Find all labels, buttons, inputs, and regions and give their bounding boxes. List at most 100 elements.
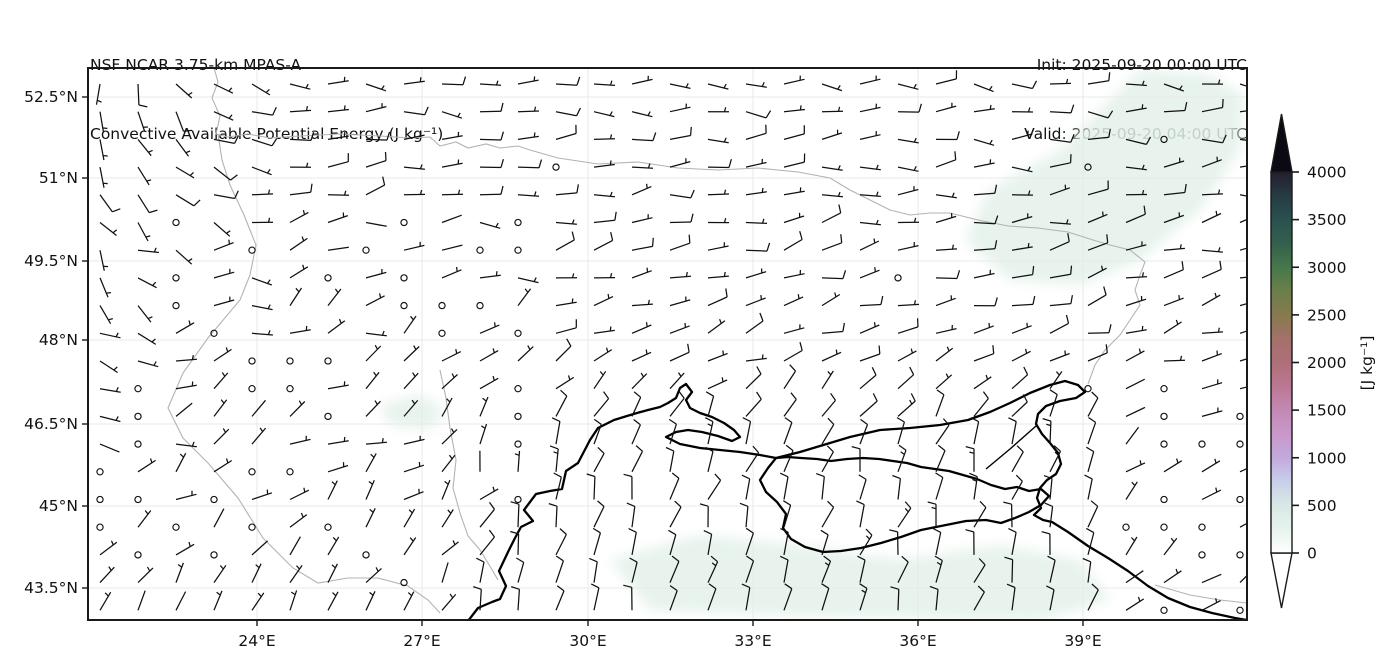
colorbar-canvas: 0 500 1000 1500 2000 2500 3000 3500 4000 [1270, 113, 1346, 609]
cape-shading [380, 70, 1243, 620]
calm-wind-circle [1084, 163, 1092, 171]
calm-wind-circle [134, 495, 142, 504]
calm-wind-circle [96, 468, 104, 476]
calm-wind-circle [1160, 412, 1168, 421]
wind-barb-staffs [95, 78, 1247, 611]
calm-wind-circle [894, 274, 902, 282]
calm-wind-circle [172, 523, 180, 531]
init-time: Init: 2025-09-20 00:00 UTC [1036, 56, 1247, 74]
colorbar-tick-label: 1000 [1307, 449, 1346, 467]
y-axis-tick-label: 51°N [38, 169, 78, 187]
calm-wind-circle [514, 218, 522, 227]
calm-wind-circle [248, 468, 256, 476]
wind-barb-feathers [97, 70, 1227, 603]
colorbar-extend-arrow-bottom [1270, 552, 1293, 609]
country-border-line [167, 133, 441, 614]
x-axis-tick-label: 27°E [403, 632, 441, 650]
coastline [467, 379, 1247, 620]
cape-patch [610, 535, 1110, 620]
coastline-mainland [467, 379, 1247, 620]
y-axis-tick-label: 48°N [38, 331, 78, 349]
x-axis-tick-label: 39°E [1064, 632, 1102, 650]
calm-wind-circle [514, 412, 522, 421]
calm-wind-circle [1122, 523, 1130, 531]
calm-wind-circle [514, 495, 522, 504]
x-axis-tick-label: 24°E [238, 632, 276, 650]
calm-wind-circle [324, 523, 332, 531]
calm-wind-circle [476, 301, 484, 310]
model-title: NSF NCAR 3.75-km MPAS-A [90, 56, 302, 74]
calm-wind-circle [514, 385, 522, 393]
wind-barbs-layer [95, 70, 1247, 614]
calm-wind-circle [286, 385, 294, 393]
axis-ticks [82, 96, 1084, 626]
calm-wind-circle [400, 218, 408, 227]
calm-wind-circle [362, 246, 370, 254]
colorbar-tick-label: 4000 [1307, 164, 1346, 182]
calm-wind-circle [134, 440, 142, 448]
calm-wind-circle [248, 385, 256, 393]
calm-wind-circle [286, 468, 294, 476]
calm-wind-circle [400, 578, 408, 587]
calm-wind-circle [96, 523, 104, 531]
calm-wind-circle [1084, 385, 1092, 393]
colorbar-extend-arrow-top [1270, 113, 1293, 173]
colorbar-tick-label: 2000 [1307, 354, 1346, 372]
calm-wind-circle [134, 385, 142, 393]
calm-wind-circle [1198, 440, 1206, 448]
calm-wind-circle [514, 440, 522, 448]
y-axis-tick-label: 52.5°N [24, 88, 78, 106]
calm-wind-circle [1198, 551, 1206, 559]
calm-wind-circle [134, 551, 142, 559]
country-border-line [1154, 584, 1247, 604]
calm-wind-circle [1236, 606, 1244, 614]
calm-wind-circle [1160, 495, 1168, 504]
map-plot [82, 67, 1248, 626]
calm-wind-circle [210, 551, 218, 559]
colorbar-gradient-bar [1270, 171, 1293, 554]
calm-wind-circle [552, 163, 560, 171]
calm-wind-circle [400, 301, 408, 310]
calm-wind-circle [400, 274, 408, 282]
calm-wind-circle [324, 357, 332, 365]
calm-wind-circle [476, 246, 484, 254]
colorbar-unit-label: [J kg⁻¹] [1358, 335, 1376, 391]
map-content [88, 68, 1247, 620]
country-borders [167, 68, 1247, 614]
calm-wind-circle [324, 274, 332, 282]
calm-wind-circle [1160, 135, 1168, 144]
colorbar-tick-label: 2500 [1307, 306, 1346, 324]
calm-wind-circle [286, 357, 294, 365]
calm-wind-circle [96, 495, 104, 504]
y-axis-tick-label: 49.5°N [24, 252, 78, 270]
y-axis-tick-label: 45°N [38, 497, 78, 515]
calm-wind-circle [438, 301, 446, 310]
calm-wind-circle [1236, 495, 1244, 504]
map-canvas [82, 67, 1248, 626]
calm-wind-circle [1160, 385, 1168, 393]
calm-wind-circle [248, 357, 256, 365]
coastline-crimea [758, 455, 1051, 554]
colorbar-tick-label: 3000 [1307, 259, 1346, 277]
y-axis-tick-label: 46.5°N [24, 415, 78, 433]
calm-wind-circle [514, 246, 522, 254]
title-block: NSF NCAR 3.75-km MPAS-A Convective Avail… [90, 8, 443, 192]
calm-wind-circle [210, 495, 218, 504]
colorbar: 0 500 1000 1500 2000 2500 3000 3500 4000 [1255, 100, 1397, 630]
calm-wind-circle [1236, 551, 1244, 559]
calm-wind-circle [514, 329, 522, 337]
x-axis-tick-label: 33°E [734, 632, 772, 650]
calm-wind-circle [172, 274, 180, 282]
country-border-line [439, 369, 499, 581]
calm-wind-circle [248, 523, 256, 531]
plot-frame [87, 67, 1248, 621]
calm-wind-circle [362, 551, 370, 559]
calm-wind-circle [1236, 440, 1244, 448]
y-axis-tick-label: 43.5°N [24, 579, 78, 597]
calm-wind-circle [134, 412, 142, 421]
colorbar-tick-label: 3500 [1307, 211, 1346, 229]
calm-wind-circle [1160, 440, 1168, 448]
calm-wind-circle [1160, 523, 1168, 531]
country-border-line [211, 68, 1146, 385]
